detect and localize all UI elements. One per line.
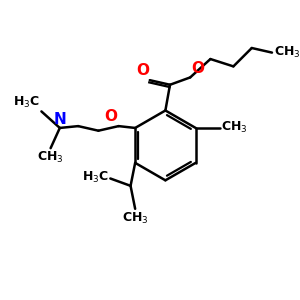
Text: O: O [191, 61, 204, 76]
Text: CH$_3$: CH$_3$ [37, 150, 64, 165]
Text: CH$_3$: CH$_3$ [221, 120, 248, 136]
Text: O: O [136, 63, 149, 78]
Text: H$_3$C: H$_3$C [82, 170, 109, 185]
Text: CH$_3$: CH$_3$ [122, 211, 148, 226]
Text: CH$_3$: CH$_3$ [274, 45, 300, 60]
Text: H$_3$C: H$_3$C [13, 94, 40, 110]
Text: O: O [105, 109, 118, 124]
Text: N: N [53, 112, 66, 127]
